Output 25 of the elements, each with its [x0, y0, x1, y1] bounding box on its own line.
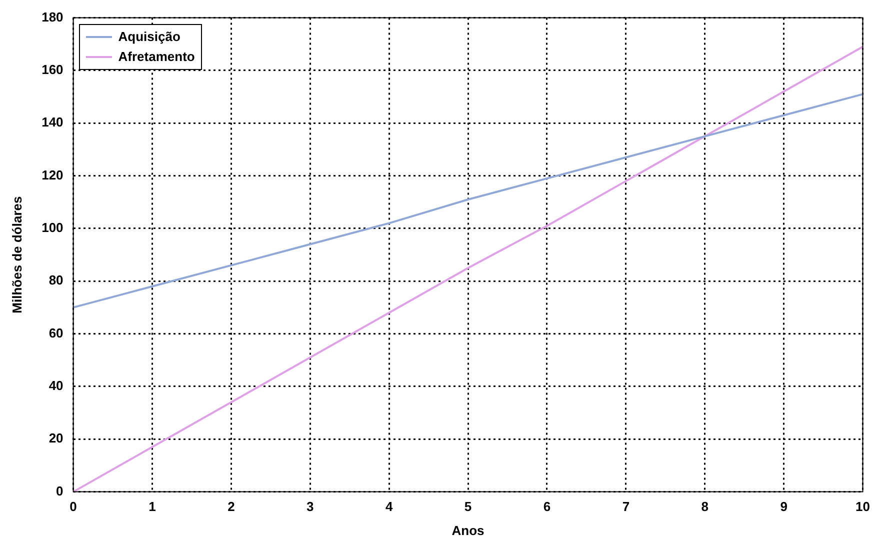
y-axis-title: Milhões de dólares: [9, 196, 24, 314]
y-tick-label: 180: [42, 9, 64, 24]
y-tick-label: 0: [56, 483, 64, 498]
x-tick-label: 2: [228, 499, 235, 514]
legend-label: Afretamento: [118, 49, 195, 64]
x-tick-label: 4: [385, 499, 394, 514]
x-tick-label: 0: [70, 499, 77, 514]
x-tick-label: 1: [148, 499, 156, 514]
y-tick-label: 80: [48, 272, 64, 288]
x-axis-title: Anos: [452, 522, 484, 538]
y-tick-label: 20: [48, 430, 64, 446]
y-tick-label: 60: [48, 325, 64, 340]
y-tick-label: 120: [42, 167, 64, 182]
x-tick-label: 9: [780, 499, 788, 514]
x-tick-label: 7: [622, 499, 630, 514]
x-tick-label: 8: [701, 499, 708, 514]
y-tick-label: 100: [42, 220, 64, 236]
y-tick-label: 140: [42, 114, 64, 130]
legend-label: Aquisição: [118, 29, 180, 44]
y-tick-label: 40: [48, 378, 64, 394]
x-tick-label: 3: [306, 499, 314, 514]
x-tick-label: 10: [856, 499, 870, 514]
x-tick-label: 5: [464, 499, 472, 514]
x-tick-label: 6: [543, 499, 551, 514]
y-tick-label: 160: [42, 62, 64, 78]
